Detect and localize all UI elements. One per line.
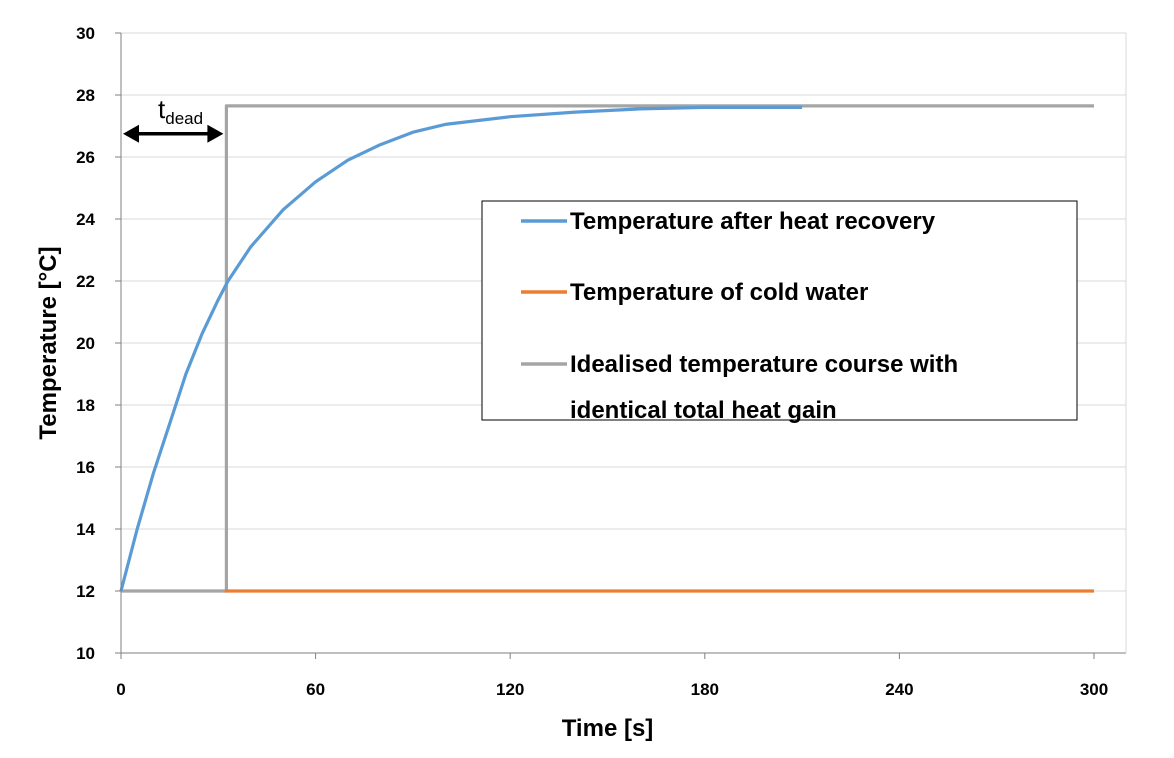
legend-box bbox=[481, 200, 1078, 421]
dead-time-label: tdead bbox=[158, 94, 203, 128]
legend: Temperature after heat recovery Temperatu… bbox=[481, 200, 1078, 424]
series-line-3 bbox=[121, 104, 1094, 593]
y-tick-label: 22 bbox=[76, 272, 95, 291]
plot-frame bbox=[115, 32, 1127, 659]
legend-entry-3: Idealised temperature course with identic… bbox=[570, 351, 958, 424]
dead-time-label-subscript: dead bbox=[165, 109, 203, 128]
legend-entry-line: Idealised temperature course with bbox=[570, 351, 958, 378]
y-tick-label: 26 bbox=[76, 148, 95, 167]
dead-time-annotation: tdead bbox=[123, 94, 224, 143]
y-tick-label: 20 bbox=[76, 334, 95, 353]
dead-time-arrow-right-head bbox=[207, 124, 224, 143]
x-tick-label: 120 bbox=[496, 680, 524, 699]
dead-time-label-base: t bbox=[158, 94, 166, 124]
legend-entry-line: Temperature after heat recovery bbox=[570, 208, 936, 235]
legend-entry-2: Temperature of cold water bbox=[570, 279, 868, 306]
x-tick-label: 300 bbox=[1080, 680, 1108, 699]
x-tick-label: 240 bbox=[885, 680, 913, 699]
y-tick-label: 24 bbox=[76, 210, 95, 229]
series-line-1 bbox=[119, 105, 803, 592]
y-tick-label: 14 bbox=[76, 520, 95, 539]
x-tick-label: 60 bbox=[306, 680, 325, 699]
y-tick-label: 12 bbox=[76, 582, 95, 601]
y-tick-label: 28 bbox=[76, 86, 95, 105]
y-tick-label: 16 bbox=[76, 458, 95, 477]
x-axis-label: Time [s] bbox=[562, 715, 654, 742]
y-tick-label: 18 bbox=[76, 396, 95, 415]
legend-entry-1: Temperature after heat recovery bbox=[570, 208, 936, 235]
series-lines bbox=[119, 104, 1094, 593]
x-tick-label: 180 bbox=[691, 680, 719, 699]
y-tick-label: 30 bbox=[76, 24, 95, 43]
legend-entry-line: Temperature of cold water bbox=[570, 279, 868, 306]
legend-entry-line: identical total heat gain bbox=[570, 397, 837, 424]
x-tick-label: 0 bbox=[116, 680, 125, 699]
dead-time-arrow-left-head bbox=[123, 124, 139, 143]
y-tick-label: 10 bbox=[76, 644, 95, 663]
y-axis-label: Temperature [°C] bbox=[35, 246, 62, 439]
